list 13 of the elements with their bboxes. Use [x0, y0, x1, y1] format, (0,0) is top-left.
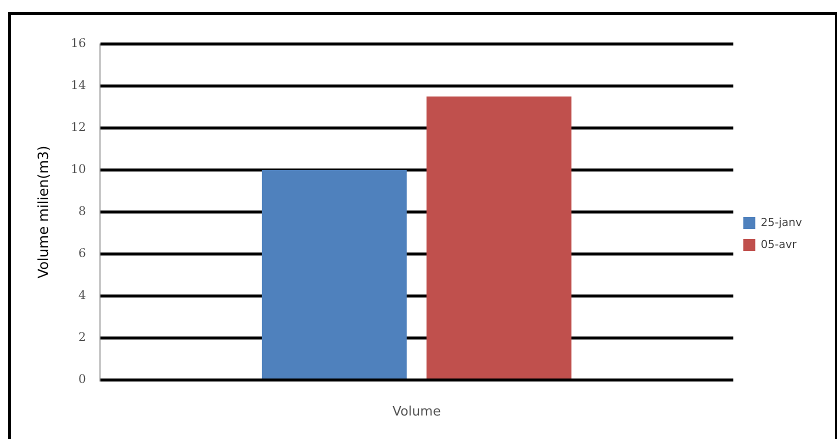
y-tick-label: 10	[70, 162, 86, 176]
legend-label: 05-avr	[760, 238, 797, 251]
y-tick-label: 8	[78, 204, 86, 218]
x-axis-title: Volume	[392, 404, 441, 420]
y-tick-label: 16	[70, 36, 86, 50]
y-tick-label: 14	[70, 78, 86, 92]
y-tick-label: 12	[70, 120, 86, 134]
y-axis-title: Volume milien(m3)	[36, 146, 52, 278]
y-tick-label: 4	[78, 288, 86, 302]
y-tick-label: 0	[78, 372, 86, 386]
y-tick-label: 2	[78, 330, 86, 344]
legend-label: 25-janv	[760, 216, 802, 229]
y-tick-label: 6	[78, 246, 86, 260]
